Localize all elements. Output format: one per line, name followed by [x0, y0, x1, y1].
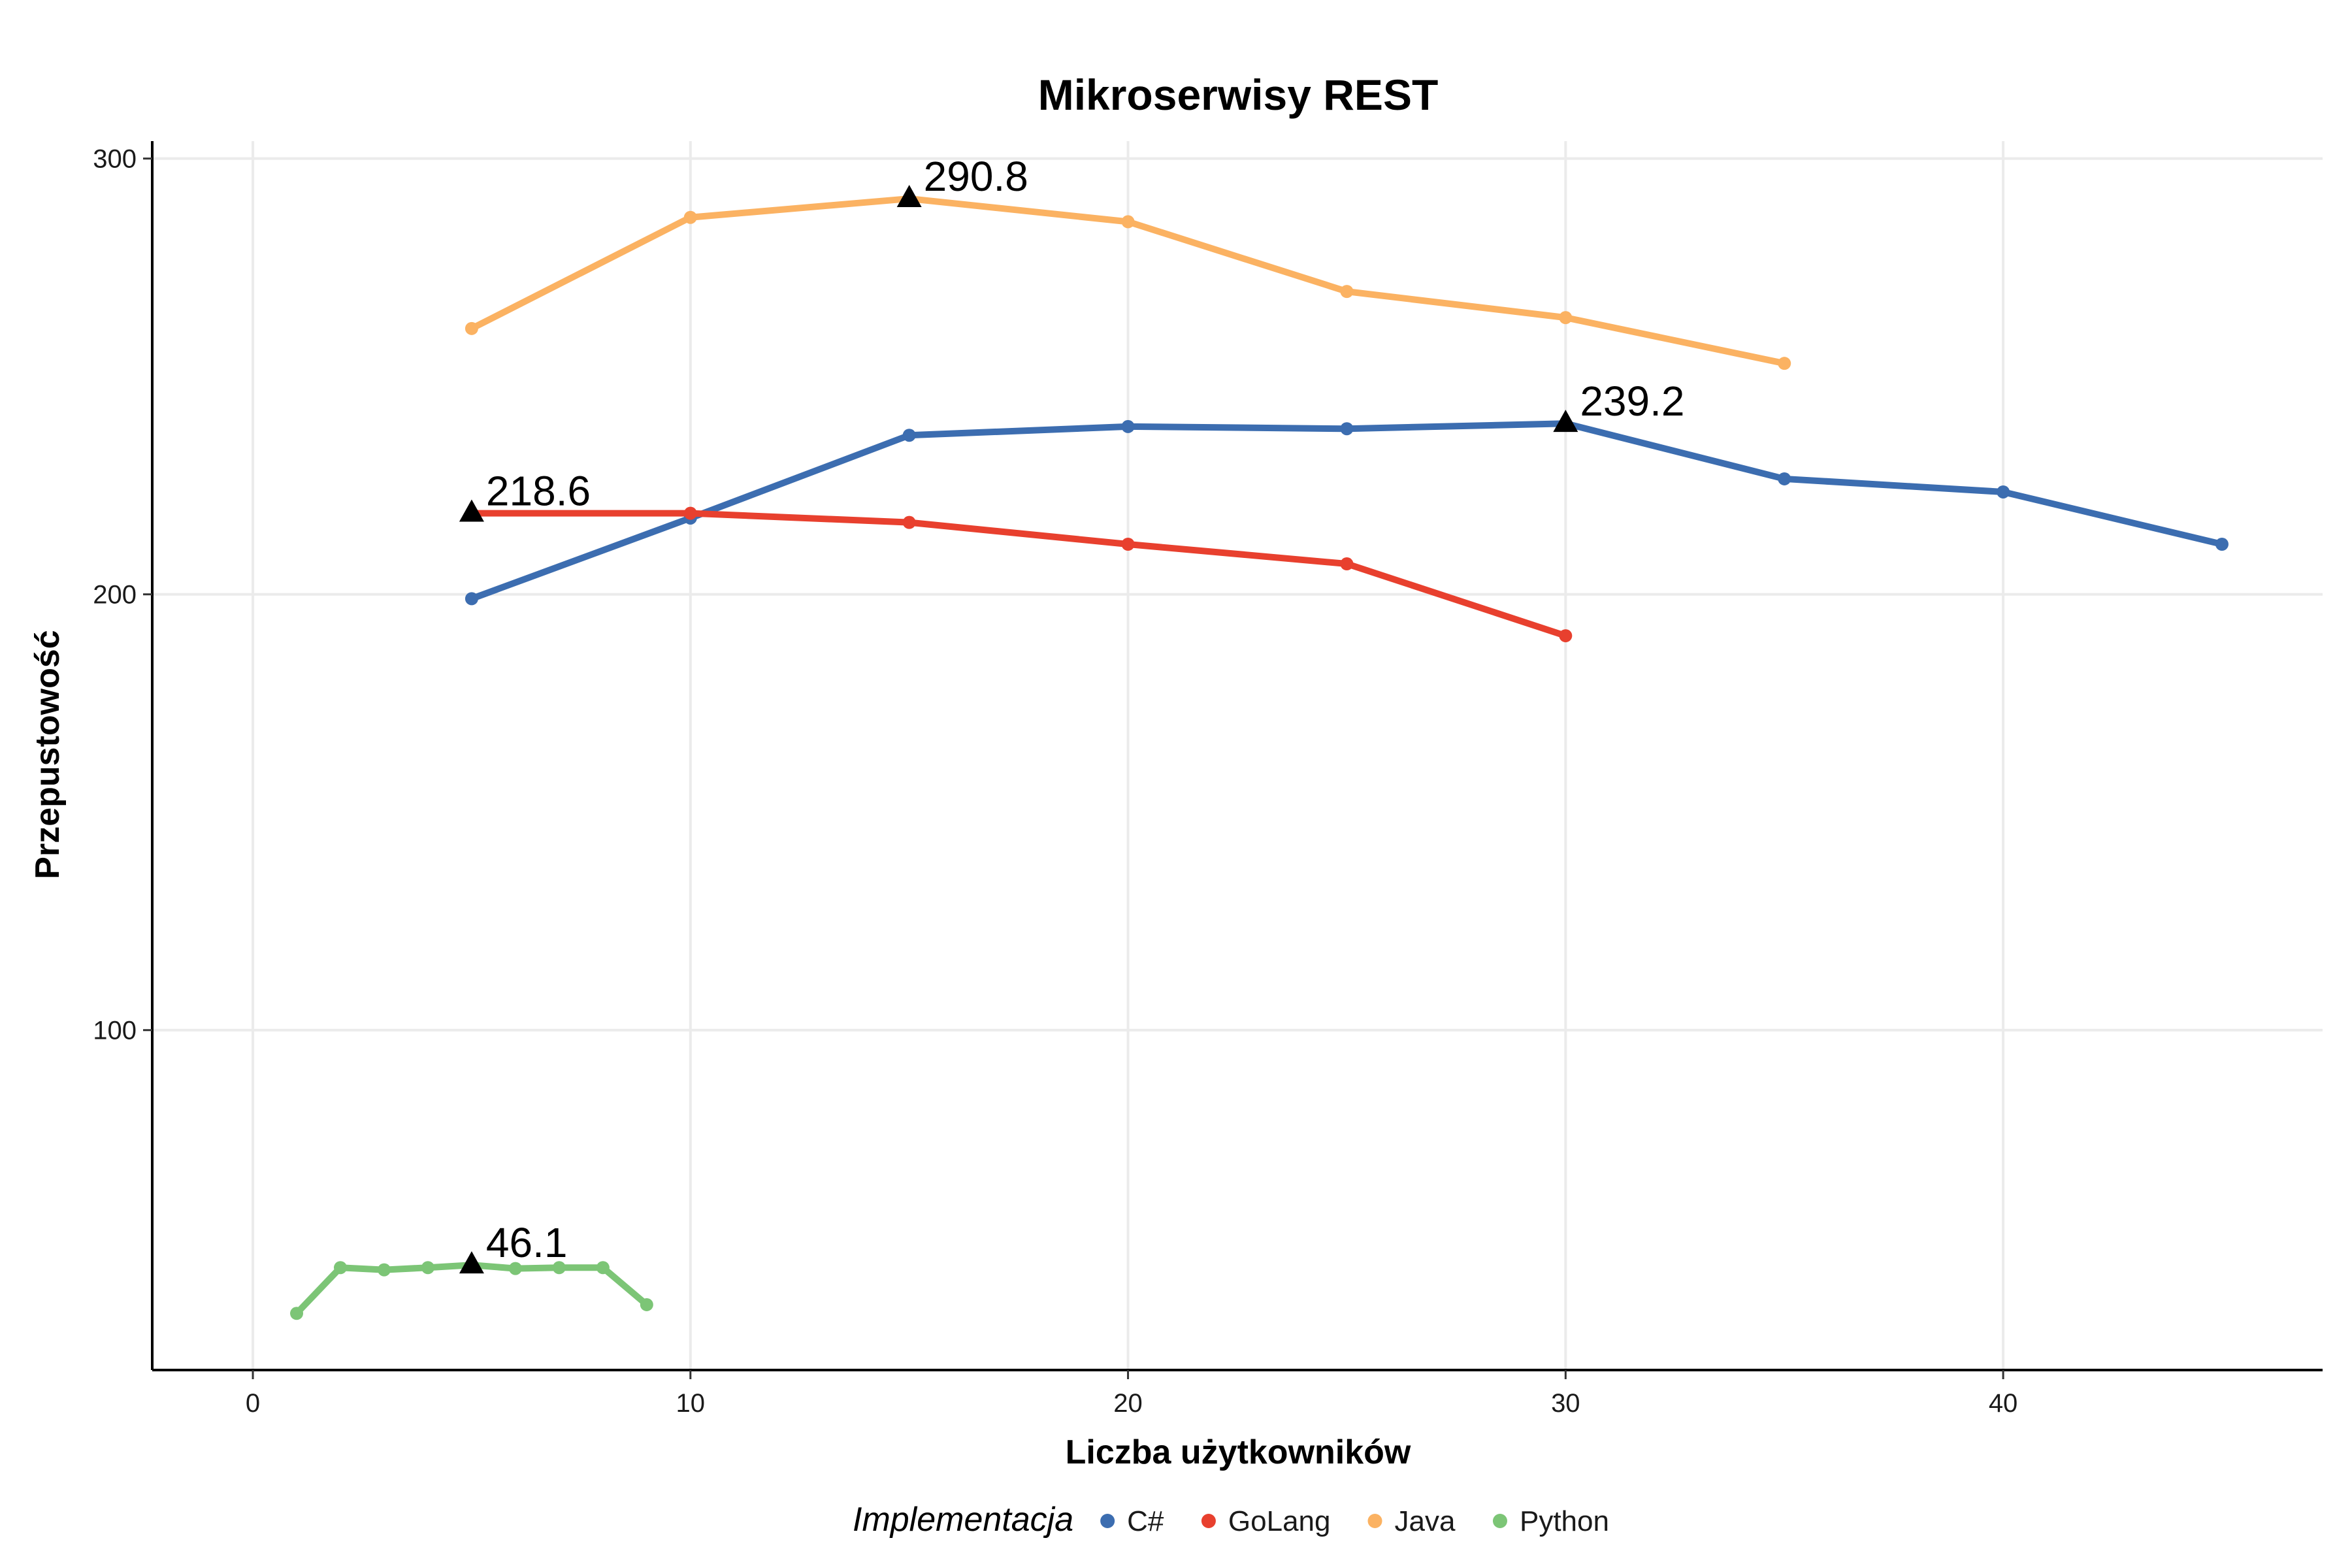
data-point-csharp — [465, 592, 478, 606]
series-line-golang — [468, 510, 1569, 640]
legend-swatch-csharp — [1100, 1514, 1115, 1528]
data-point-csharp — [1340, 422, 1354, 436]
data-point-java — [1340, 285, 1354, 299]
peak-marker — [459, 1251, 484, 1274]
data-point-python — [333, 1261, 347, 1275]
series-java — [465, 192, 1791, 370]
y-tick-label: 100 — [93, 1017, 137, 1045]
data-point-java — [1559, 311, 1573, 325]
peak-value-label: 239.2 — [1580, 378, 1684, 425]
legend-label-csharp: C# — [1127, 1505, 1164, 1537]
peak-marker — [459, 499, 484, 522]
grid-lines — [152, 141, 2323, 1370]
data-point-python — [290, 1307, 304, 1320]
data-point-golang — [683, 506, 697, 520]
legend-swatch-java — [1367, 1514, 1382, 1528]
data-point-java — [1121, 215, 1135, 229]
y-tick-label: 200 — [93, 581, 137, 610]
data-point-python — [640, 1298, 653, 1311]
data-point-golang — [1340, 557, 1354, 571]
data-point-golang — [1121, 537, 1135, 551]
data-point-python — [596, 1261, 610, 1275]
chart-title: Mikroserwisy REST — [1038, 71, 1439, 119]
legend-title: Implementacja — [853, 1501, 1073, 1539]
y-tick-label: 300 — [93, 145, 137, 174]
peak-marker — [1553, 410, 1578, 433]
legend-swatch-python — [1492, 1514, 1507, 1528]
x-axis-title: Liczba użytkowników — [1066, 1433, 1411, 1471]
legend-label-java: Java — [1395, 1505, 1456, 1537]
legend-item-python: Python — [1492, 1505, 1609, 1537]
peak-marker — [896, 184, 922, 207]
legend-swatch-golang — [1201, 1514, 1216, 1528]
data-point-java — [465, 321, 478, 335]
legend-item-csharp: C# — [1100, 1505, 1164, 1537]
data-point-java — [683, 210, 697, 224]
y-axis-title: Przepustowość — [29, 630, 67, 879]
x-tick-label: 10 — [676, 1389, 706, 1418]
peak-annotations: 290.8 239.2 218.6 46.1 — [459, 153, 1684, 1274]
legend-label-golang: GoLang — [1228, 1505, 1331, 1537]
legend-label-python: Python — [1520, 1505, 1609, 1537]
data-point-python — [421, 1261, 434, 1275]
data-series — [290, 192, 2229, 1320]
data-point-java — [1778, 357, 1791, 370]
data-point-csharp — [2215, 537, 2229, 551]
peak-value-label: 46.1 — [486, 1219, 568, 1266]
data-point-csharp — [1778, 472, 1791, 485]
data-point-golang — [1559, 629, 1573, 643]
data-point-csharp — [1997, 485, 2010, 498]
x-tick-label: 30 — [1551, 1389, 1580, 1418]
peak-value-label: 290.8 — [924, 153, 1028, 200]
axis-ticks: 0 10 20 30 40 100 200 300 — [93, 145, 2017, 1418]
data-point-golang — [902, 515, 916, 529]
peak-value-label: 218.6 — [486, 468, 591, 515]
x-tick-label: 0 — [246, 1389, 260, 1418]
data-point-python — [508, 1262, 522, 1275]
legend-item-java: Java — [1367, 1505, 1456, 1537]
x-tick-label: 40 — [1989, 1389, 2018, 1418]
data-point-csharp — [1121, 419, 1135, 433]
data-point-python — [377, 1263, 391, 1277]
data-point-python — [552, 1261, 566, 1275]
legend-item-golang: GoLang — [1201, 1505, 1331, 1537]
x-tick-label: 20 — [1113, 1389, 1143, 1418]
legend: Implementacja C# GoLang Java Python — [853, 1501, 1609, 1539]
data-point-csharp — [902, 429, 916, 442]
